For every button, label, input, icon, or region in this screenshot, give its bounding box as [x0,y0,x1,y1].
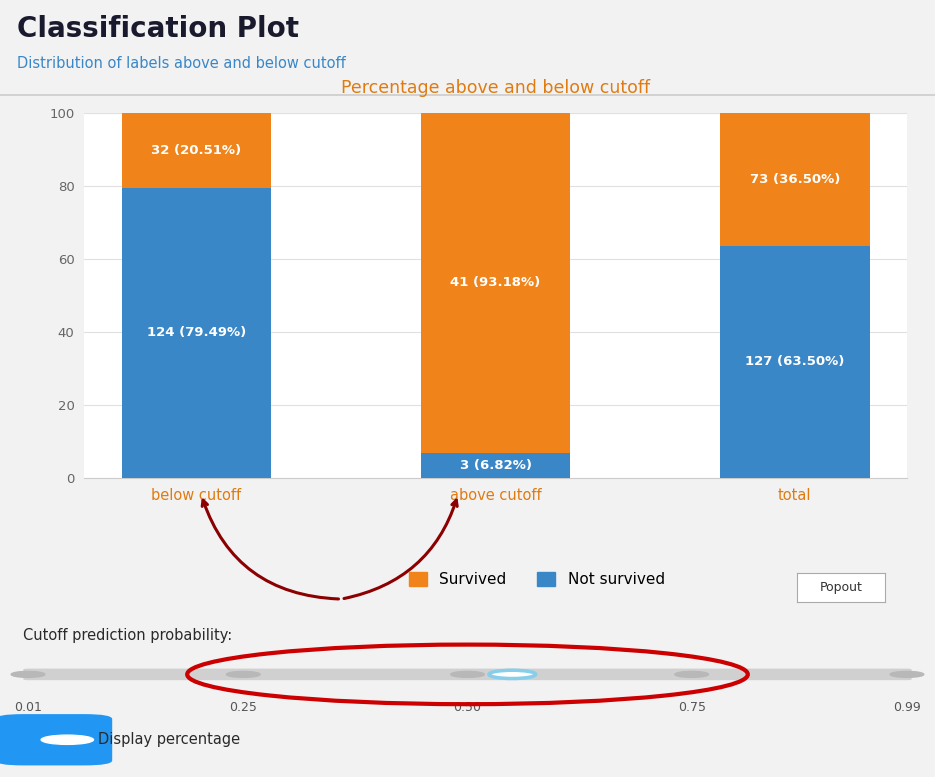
Bar [122,113,271,187]
Circle shape [890,671,924,678]
Circle shape [489,671,536,678]
Text: 0.75: 0.75 [678,701,706,714]
Text: Popout: Popout [820,581,862,594]
Bar [421,453,570,478]
Bar [122,187,271,478]
Bar [421,113,570,453]
Text: 124 (79.49%): 124 (79.49%) [147,326,246,340]
Text: 0.25: 0.25 [229,701,257,714]
Text: 41 (93.18%): 41 (93.18%) [451,277,540,289]
Text: 0.50: 0.50 [453,701,482,714]
FancyBboxPatch shape [0,714,112,765]
Text: 0.99: 0.99 [893,701,921,714]
Circle shape [451,671,484,678]
Bar [720,246,870,478]
Legend: Survived, Not survived: Survived, Not survived [409,572,665,587]
Text: Distribution of labels above and below cutoff: Distribution of labels above and below c… [17,57,346,71]
Circle shape [226,671,260,678]
Text: 32 (20.51%): 32 (20.51%) [151,144,241,157]
Text: Display percentage: Display percentage [98,732,240,747]
Text: 0.01: 0.01 [14,701,42,714]
Circle shape [675,671,709,678]
Text: 73 (36.50%): 73 (36.50%) [750,172,840,186]
Circle shape [11,671,45,678]
Text: 3 (6.82%): 3 (6.82%) [459,459,532,472]
Text: Classification Plot: Classification Plot [17,15,299,43]
FancyBboxPatch shape [23,668,912,680]
Circle shape [41,735,94,744]
Text: 127 (63.50%): 127 (63.50%) [745,355,844,368]
Title: Percentage above and below cutoff: Percentage above and below cutoff [341,79,650,97]
Bar [720,113,870,246]
Text: Cutoff prediction probability:: Cutoff prediction probability: [23,628,233,643]
